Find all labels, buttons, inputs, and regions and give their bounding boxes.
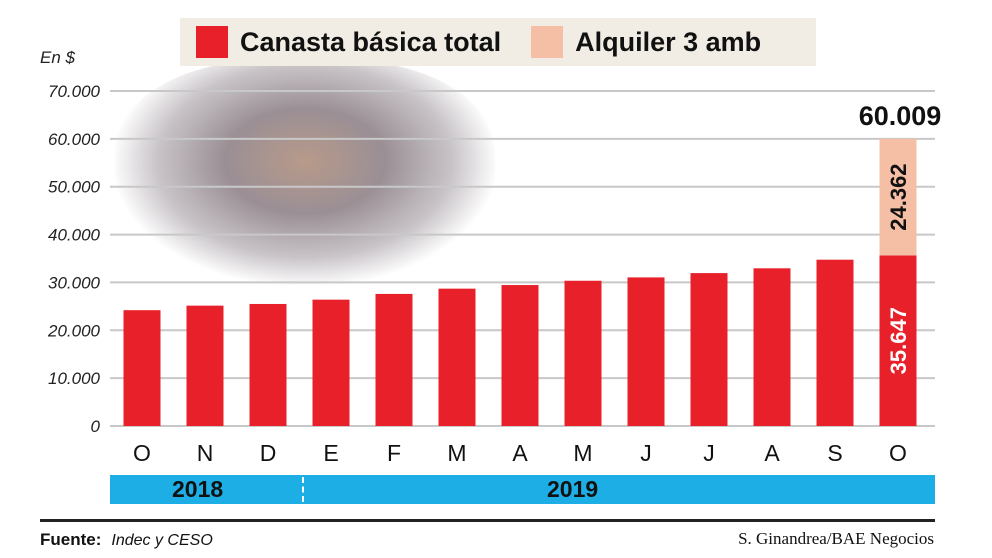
footer-rule xyxy=(40,519,935,522)
x-tick-label: S xyxy=(827,440,842,466)
y-tick-label: 40.000 xyxy=(48,226,101,245)
y-tick-label: 50.000 xyxy=(48,178,101,197)
legend-label-canasta: Canasta básica total xyxy=(240,26,502,57)
x-tick-label: F xyxy=(387,440,401,466)
x-tick-label: E xyxy=(323,440,338,466)
bar-canasta xyxy=(753,268,791,426)
x-tick-label: M xyxy=(573,440,592,466)
bar-canasta xyxy=(312,299,350,426)
x-tick-label: O xyxy=(133,440,151,466)
source-text: Indec y CESO xyxy=(111,532,213,549)
supermarket-photo xyxy=(115,60,495,285)
y-tick-label: 0 xyxy=(91,417,101,436)
x-tick-label: A xyxy=(512,440,528,466)
bar-canasta xyxy=(564,280,602,426)
legend-swatch-alquiler xyxy=(531,26,564,58)
year-label-2018: 2018 xyxy=(172,476,224,502)
y-axis-unit: En $ xyxy=(40,48,75,67)
x-tick-label: O xyxy=(889,440,907,466)
source-note: Fuente: Indec y CESO xyxy=(40,530,213,550)
x-tick-label: M xyxy=(447,440,466,466)
bar-canasta xyxy=(690,273,728,426)
year-band: 2018 2019 xyxy=(110,475,935,504)
bar-canasta xyxy=(186,305,224,426)
bar-canasta xyxy=(501,285,539,426)
bar-canasta xyxy=(816,259,854,426)
x-tick-label: D xyxy=(260,440,277,466)
y-tick-label: 60.000 xyxy=(48,130,101,149)
data-label-canasta: 35.647 xyxy=(886,307,911,374)
bar-canasta xyxy=(438,288,476,426)
y-tick-label: 20.000 xyxy=(47,321,101,340)
y-tick-label: 30.000 xyxy=(48,273,101,292)
data-label-total: 60.009 xyxy=(859,101,942,131)
bar-canasta xyxy=(375,293,413,426)
bar-canasta xyxy=(123,310,161,426)
legend: Canasta básica total Alquiler 3 amb xyxy=(180,18,816,66)
bar-alquiler xyxy=(879,138,917,256)
year-separator xyxy=(302,477,304,502)
x-tick-label: A xyxy=(764,440,780,466)
x-tick-label: N xyxy=(197,440,214,466)
legend-swatch-canasta xyxy=(196,26,228,58)
bar-canasta xyxy=(627,277,665,426)
legend-label-alquiler: Alquiler 3 amb xyxy=(575,26,762,57)
bar-canasta xyxy=(249,303,287,426)
y-tick-label: 70.000 xyxy=(48,82,101,101)
year-label-2019: 2019 xyxy=(547,476,599,502)
x-tick-label: J xyxy=(640,440,652,466)
x-tick-label: J xyxy=(703,440,715,466)
source-label: Fuente: xyxy=(40,530,102,549)
credit: S. Ginandrea/BAE Negocios xyxy=(738,529,934,548)
data-label-alquiler: 24.362 xyxy=(886,163,911,230)
y-tick-label: 10.000 xyxy=(48,369,101,388)
bar-canasta xyxy=(879,255,917,426)
